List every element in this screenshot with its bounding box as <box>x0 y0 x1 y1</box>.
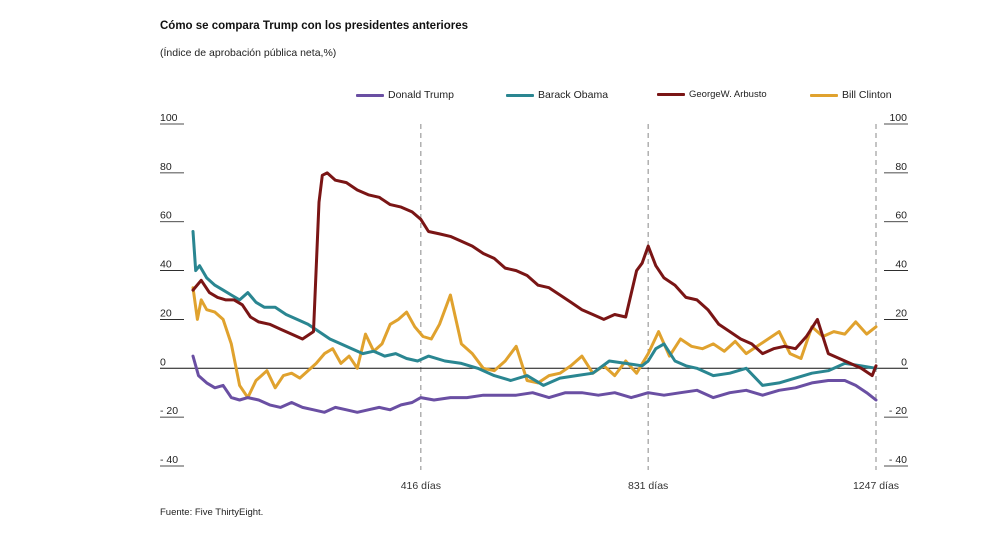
y-tick-label-left: 100 <box>160 112 178 124</box>
legend-swatch-trump <box>356 93 384 97</box>
y-tick-label-left: 20 <box>160 307 172 319</box>
legend-swatch-obama <box>506 93 534 97</box>
x-tick-label: 1247 días <box>853 480 899 492</box>
y-axis-left: 100 80 60 40 20 0 - 20 - 40 <box>160 112 184 467</box>
x-tick-label: 831 días <box>628 480 668 492</box>
y-tick-label-left: 0 <box>160 356 166 368</box>
x-reference-lines <box>420 124 877 470</box>
legend-item-trump: Donald Trump <box>356 89 454 101</box>
y-tick-label-right: 100 <box>889 112 907 124</box>
legend-item-clinton: Bill Clinton <box>810 89 892 101</box>
legend-swatch-bush <box>657 93 685 96</box>
series-line-obama <box>191 230 878 387</box>
y-tick-label-right: 20 <box>895 307 907 319</box>
y-tick-label-left: - 20 <box>160 405 178 417</box>
y-tick-label-right: 60 <box>895 210 907 222</box>
series-lines <box>191 171 878 414</box>
legend-label-clinton: Bill Clinton <box>842 89 892 101</box>
legend-label-trump: Donald Trump <box>388 89 454 101</box>
y-tick-label-left: 80 <box>160 161 172 173</box>
legend-label-obama: Barack Obama <box>538 89 609 101</box>
legend-item-bush: GeorgeW. Arbusto <box>657 89 767 100</box>
y-tick-label-left: 60 <box>160 210 172 222</box>
x-tick-label: 416 días <box>401 480 441 492</box>
y-tick-label-left: - 40 <box>160 454 178 466</box>
y-tick-label-right: 0 <box>901 356 907 368</box>
y-tick-label-right: 40 <box>895 259 907 271</box>
y-tick-label-right: - 40 <box>889 454 907 466</box>
y-axis-right: 100 80 60 40 20 0 - 20 - 40 <box>884 112 908 467</box>
legend-label-bush: GeorgeW. Arbusto <box>689 89 767 100</box>
series-line-trump <box>191 354 878 414</box>
legend-item-obama: Barack Obama <box>506 89 608 101</box>
series-line-clinton <box>191 286 878 400</box>
chart-title: Cómo se compara Trump con los presidente… <box>160 20 469 32</box>
series-line-bush <box>191 171 878 378</box>
chart-subtitle: (Índice de aprobación pública neta,%) <box>160 47 337 59</box>
y-tick-label-right: - 20 <box>889 405 907 417</box>
legend: Donald Trump Barack Obama GeorgeW. Arbus… <box>0 89 998 105</box>
y-tick-label-left: 40 <box>160 259 172 271</box>
source-note: Fuente: Five ThirtyEight. <box>160 507 264 518</box>
y-tick-label-right: 80 <box>895 161 907 173</box>
legend-swatch-clinton <box>810 93 838 97</box>
x-axis: 416 días 831 días 1247 días <box>401 480 899 492</box>
